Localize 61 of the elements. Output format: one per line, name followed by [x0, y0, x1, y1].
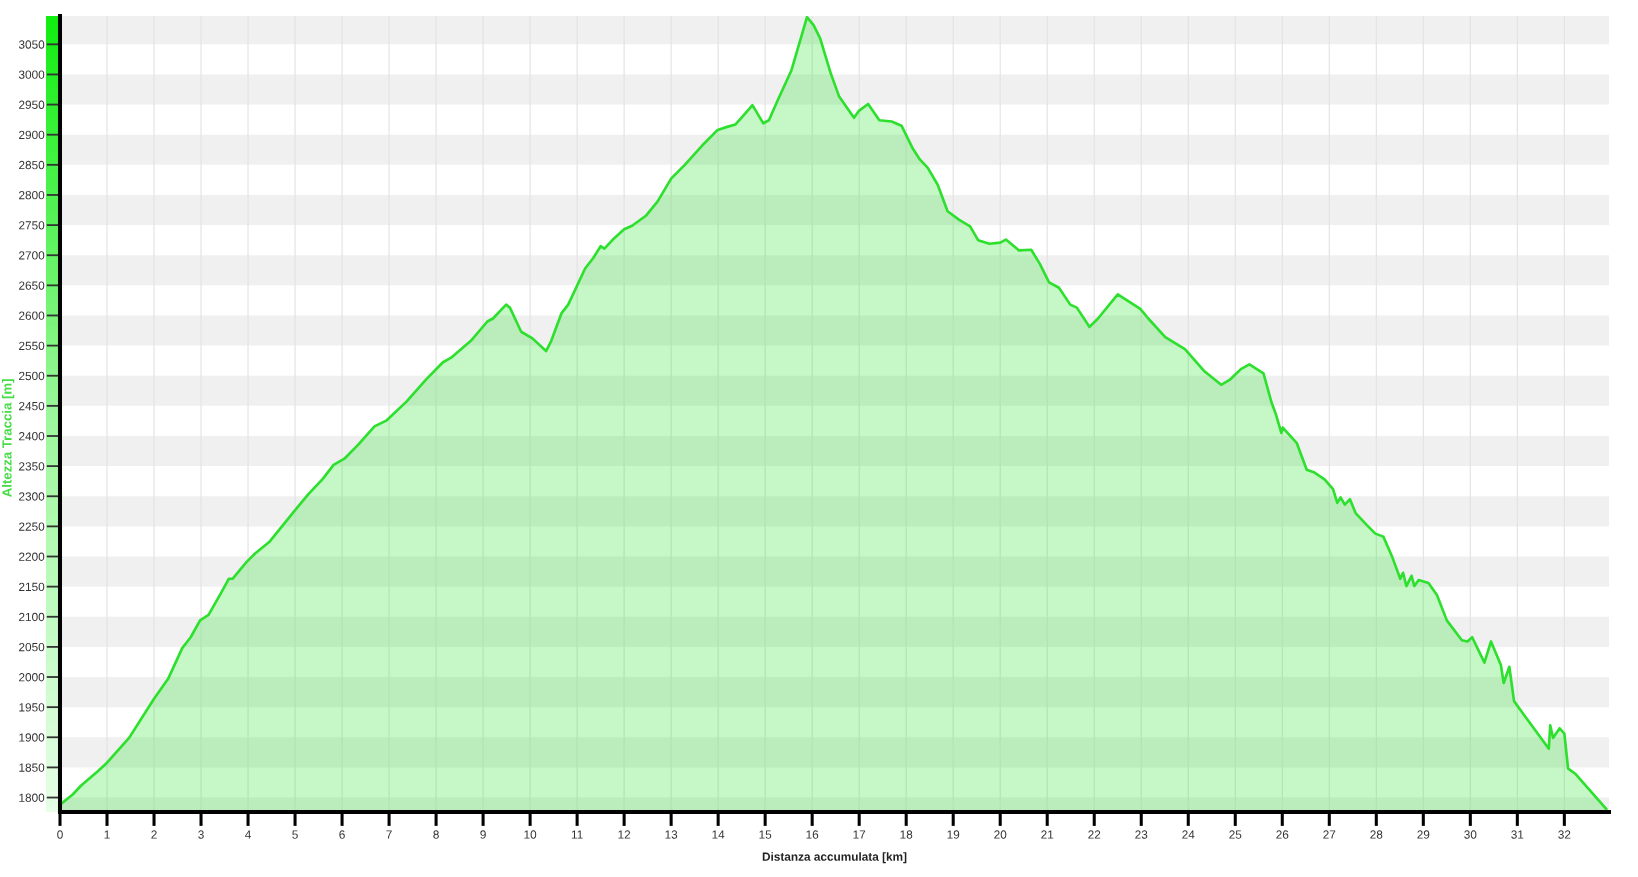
- y-tick-label: 2550: [19, 341, 45, 350]
- y-tick-label: 2300: [19, 492, 45, 501]
- x-tick-label: 5: [292, 830, 298, 839]
- y-tick-label: 2200: [19, 552, 45, 561]
- x-tick-label: 29: [1417, 830, 1430, 839]
- x-tick-label: 20: [994, 830, 1007, 839]
- y-tick-label: 2950: [19, 100, 45, 109]
- y-tick-label: 3050: [18, 40, 45, 49]
- x-tick-label: 2: [151, 830, 157, 839]
- x-tick-label: 17: [853, 830, 866, 839]
- y-tick-label: 2400: [19, 432, 45, 441]
- x-tick-label: 18: [900, 830, 913, 839]
- y-tick-label: 1850: [19, 763, 45, 772]
- y-tick-label: 2050: [19, 642, 45, 652]
- x-tick-label: 9: [480, 830, 486, 839]
- x-tick-label: 16: [806, 830, 819, 839]
- y-tick-label: 2700: [19, 251, 45, 260]
- x-tick-label: 31: [1511, 830, 1524, 839]
- x-tick-label: 32: [1558, 830, 1571, 839]
- y-tick-label: 1950: [19, 703, 45, 712]
- x-tick-label: 26: [1276, 830, 1289, 839]
- x-tick-label: 21: [1041, 830, 1054, 839]
- x-tick-label: 19: [947, 830, 960, 839]
- x-tick-label: 12: [618, 830, 631, 839]
- y-tick-label: 2750: [19, 221, 45, 230]
- y-tick-label: 2000: [19, 673, 45, 682]
- x-tick-label: 13: [665, 830, 678, 839]
- y-tick-label: 2450: [19, 401, 45, 411]
- x-tick-label: 7: [386, 830, 392, 839]
- y-tick-label: 2500: [19, 371, 45, 381]
- x-tick-label: 15: [759, 830, 772, 839]
- y-tick-label: 3000: [18, 70, 45, 79]
- x-tick-label: 4: [245, 830, 251, 839]
- x-tick-label: 3: [198, 830, 204, 839]
- x-tick-label: 27: [1323, 830, 1336, 839]
- x-tick-label: 25: [1229, 830, 1242, 839]
- y-tick-label: 2250: [19, 522, 45, 531]
- x-tick-label: 8: [433, 830, 439, 839]
- x-axis-title: Distanza accumulata [km]: [762, 852, 907, 864]
- x-tick-label: 14: [712, 830, 725, 839]
- y-tick-label: 2900: [19, 130, 45, 140]
- x-tick-label: 23: [1135, 830, 1148, 839]
- y-tick-label: 1900: [19, 733, 45, 742]
- x-tick-label: 1: [104, 830, 110, 839]
- y-tick-label: 2800: [19, 191, 45, 200]
- y-tick-label: 2850: [19, 160, 45, 170]
- y-tick-label: 1800: [19, 793, 45, 802]
- y-tick-label: 2150: [19, 582, 45, 592]
- x-tick-label: 0: [57, 830, 63, 839]
- x-tick-label: 28: [1370, 830, 1383, 839]
- y-tick-label: 2350: [19, 462, 45, 471]
- y-tick-label: 2100: [19, 612, 45, 622]
- y-tick-label: 2650: [19, 281, 45, 290]
- x-tick-label: 22: [1088, 830, 1101, 839]
- x-tick-label: 30: [1464, 830, 1477, 839]
- x-tick-label: 11: [571, 830, 583, 839]
- x-tick-label: 10: [524, 830, 537, 839]
- x-tick-label: 24: [1182, 830, 1195, 839]
- x-tick-label: 6: [339, 830, 345, 839]
- y-axis-title: Altezza Traccia [m]: [1, 379, 15, 497]
- y-tick-label: 2600: [19, 311, 45, 320]
